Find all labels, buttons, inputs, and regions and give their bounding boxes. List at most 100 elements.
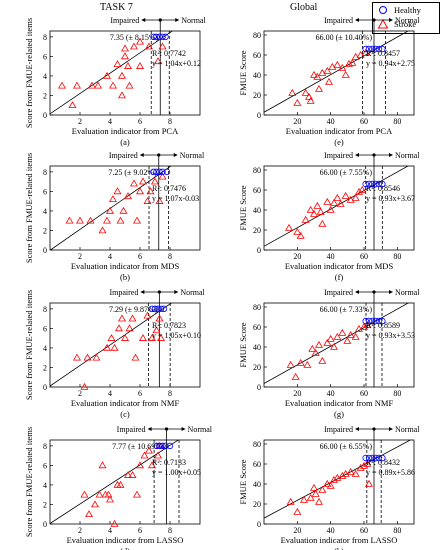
stroke-data-point <box>306 205 315 213</box>
stroke-data-point <box>333 473 342 481</box>
stroke-data-point <box>92 353 101 361</box>
y-tick-label: 8 <box>43 168 47 177</box>
x-tick-label: 6 <box>138 252 142 261</box>
y-tick-label: 80 <box>253 303 261 312</box>
x-tick-label: 6 <box>138 117 142 126</box>
stroke-data-point <box>306 96 315 104</box>
y-tick-label: 60 <box>253 186 261 195</box>
stroke-data-point <box>140 451 149 459</box>
y-tick-label: 8 <box>43 442 47 451</box>
stroke-data-point <box>323 338 332 346</box>
arrow-right-icon <box>389 18 393 22</box>
stroke-data-point <box>318 356 327 364</box>
healthy-data-point <box>365 454 373 462</box>
stroke-data-point <box>148 461 156 469</box>
y-axis-label: FMUE Score <box>238 185 248 230</box>
stroke-data-point <box>306 493 315 501</box>
x-tick-label: 40 <box>327 252 335 261</box>
plot-area-frame <box>49 302 201 388</box>
stroke-data-point <box>343 336 352 344</box>
y-tick-label: 20 <box>253 500 261 509</box>
y-tick-label: 8 <box>43 305 47 314</box>
x-tick-label: 8 <box>168 526 172 535</box>
x-tick-label: 8 <box>168 252 172 261</box>
fit-equation-label: y = 1.00x+0.05 <box>152 468 201 477</box>
plot-area-frame <box>263 439 415 525</box>
y-axis-label: Score from FMUE-related items <box>24 18 34 128</box>
stroke-data-point <box>58 81 66 89</box>
stroke-data-point <box>124 471 132 478</box>
stroke-data-point <box>125 324 134 332</box>
impaired-label: Impaired <box>109 151 138 160</box>
y-axis-label: Score from FMUE-related items <box>24 290 34 400</box>
stroke-data-point <box>341 70 350 78</box>
column-title-right: Global <box>290 2 318 13</box>
y-tick-label: 2 <box>43 363 47 372</box>
x-axis-label: Evaluation indicator from LASSO <box>281 535 398 545</box>
arrow-left-icon <box>355 290 359 294</box>
threshold-value-label: 66.00 (± 7.55%) <box>320 168 373 177</box>
normal-label: Normal <box>180 151 205 160</box>
healthy-data-point <box>372 454 379 462</box>
stroke-data-point <box>318 219 327 227</box>
arrow-right-icon <box>174 290 179 294</box>
arrow-left-icon <box>355 18 359 22</box>
stroke-data-point <box>336 199 345 207</box>
stroke-data-point <box>318 68 327 76</box>
r-squared-label: R²: 0.7823 <box>152 321 186 330</box>
normal-label: Normal <box>181 16 206 25</box>
stroke-data-point <box>351 469 360 477</box>
stroke-data-point <box>103 216 111 224</box>
stroke-data-point <box>158 42 167 50</box>
stroke-data-point <box>360 461 368 469</box>
stroke-data-point <box>106 206 114 214</box>
legend: Healthy Stroke <box>372 2 440 34</box>
stroke-data-point <box>106 495 114 503</box>
y-tick-label: 0 <box>257 520 261 529</box>
normal-label: Normal <box>395 16 420 25</box>
x-tick-label: 2 <box>78 117 82 126</box>
stroke-data-point <box>113 187 122 195</box>
r-squared-label: R²: 0.8589 <box>366 321 400 330</box>
y-tick-label: 4 <box>43 72 47 81</box>
stroke-data-point <box>315 84 323 92</box>
stroke-data-point <box>293 227 302 235</box>
stroke-data-point <box>146 187 155 195</box>
x-tick-label: 40 <box>327 389 335 398</box>
stroke-data-point <box>98 461 107 469</box>
stroke-data-point <box>76 216 84 224</box>
healthy-data-point <box>379 45 386 53</box>
x-tick-label: 8 <box>168 117 172 126</box>
stroke-data-point <box>116 216 125 224</box>
healthy-data-point <box>375 45 383 53</box>
healthy-data-point <box>162 33 169 41</box>
plot-area-frame <box>263 165 415 251</box>
stroke-data-point <box>113 60 122 68</box>
healthy-data-point <box>365 317 373 325</box>
stroke-data-point <box>296 231 305 239</box>
x-axis-label: Evaluation indicator from NMF <box>285 398 394 408</box>
stroke-data-point <box>94 81 102 89</box>
triangle-marker-icon <box>377 19 389 29</box>
healthy-data-point <box>379 180 386 188</box>
stroke-data-point <box>80 382 89 390</box>
stroke-data-point <box>351 52 360 60</box>
y-tick-label: 6 <box>43 52 47 61</box>
y-tick-label: 80 <box>253 31 261 40</box>
stroke-data-point <box>109 195 117 203</box>
y-tick-label: 0 <box>257 246 261 255</box>
stroke-data-point <box>330 475 338 483</box>
y-tick-label: 0 <box>257 111 261 120</box>
stroke-data-point <box>325 77 333 85</box>
y-tick-label: 2 <box>43 91 47 100</box>
stroke-data-point <box>308 344 317 352</box>
y-tick-label: 0 <box>43 520 47 529</box>
threshold-value-label: 66.00 (± 6.55%) <box>320 442 373 451</box>
column-title-left: TASK 7 <box>100 2 133 13</box>
r-squared-label: R²: 0.8457 <box>366 49 400 58</box>
x-tick-label: 4 <box>108 389 112 398</box>
y-axis-label: FMUE Score <box>238 322 248 367</box>
stroke-data-point <box>145 446 153 454</box>
